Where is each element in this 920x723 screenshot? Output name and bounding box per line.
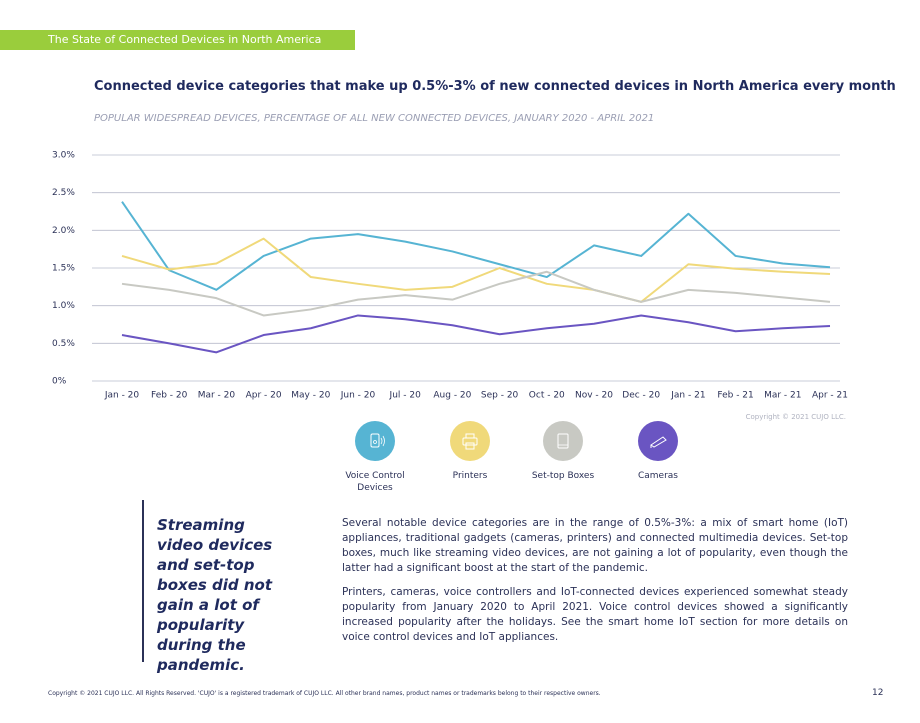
x-tick-label: Jan - 20 <box>104 391 140 401</box>
legend-swatch <box>450 421 490 461</box>
legend-label: Cameras <box>637 471 678 481</box>
footer: Copyright © 2021 CUJO LLC. All Rights Re… <box>48 690 601 697</box>
x-tick-label: Jun - 20 <box>340 391 376 401</box>
legend-icon <box>462 433 478 450</box>
series-line <box>121 314 831 354</box>
page-number: 12 <box>872 688 884 698</box>
legend-icon <box>650 436 667 448</box>
series-line <box>121 237 831 303</box>
x-tick-label: Sep - 20 <box>481 391 519 401</box>
legend-icons <box>355 421 678 461</box>
legend-label: Set-top Boxes <box>531 471 595 481</box>
chart-subtitle: POPULAR WIDESPREAD DEVICES, PERCENTAGE O… <box>94 113 655 124</box>
series-line <box>121 201 831 291</box>
legend-icon <box>370 433 385 448</box>
chart-title: Connected device categories that make up… <box>94 79 896 94</box>
legend-swatch <box>543 421 583 461</box>
x-tick-label: Apr - 21 <box>812 391 848 401</box>
x-tick-label: Mar - 20 <box>198 391 236 401</box>
y-tick-label: 0% <box>52 377 67 387</box>
x-tick-label: Aug - 20 <box>433 391 471 401</box>
y-tick-label: 2.5% <box>52 188 75 198</box>
pull-quote: Streaming video devices and set-top boxe… <box>157 516 273 674</box>
legend-label: Printers <box>452 471 488 481</box>
chart-copyright: Copyright © 2021 CUJO LLC. <box>745 413 846 421</box>
x-tick-label: Feb - 20 <box>151 391 188 401</box>
y-tick-label: 1.5% <box>52 264 75 274</box>
x-tick-label: May - 20 <box>291 391 330 401</box>
series-line <box>121 270 831 317</box>
x-tick-label: Mar - 21 <box>764 391 801 401</box>
y-tick-label: 3.0% <box>52 151 75 161</box>
x-tick-label: Oct - 20 <box>529 391 565 401</box>
x-tick-label: Feb - 21 <box>717 391 753 401</box>
legend-swatch <box>355 421 395 461</box>
x-tick-label: Apr - 20 <box>246 391 282 401</box>
paragraph: Several notable device categories are in… <box>342 517 848 574</box>
y-tick-label: 1.0% <box>52 301 75 311</box>
x-tick-label: Nov - 20 <box>575 391 613 401</box>
header-bar: The State of Connected Devices in North … <box>0 30 355 66</box>
x-tick-label: Jul - 20 <box>389 391 422 401</box>
chart: 0% 0.5% 1.0% 1.5% 2.0% 2.5% 3.0% Jan - 20 Feb - … <box>52 151 848 461</box>
paragraph: Printers, cameras, voice controllers and… <box>342 586 848 643</box>
y-tick-label: 0.5% <box>52 339 75 349</box>
x-tick-label: Jan - 21 <box>670 391 705 401</box>
y-tick-label: 2.0% <box>52 226 75 236</box>
quote-bar <box>142 500 144 662</box>
legend-swatch <box>638 421 678 461</box>
legend-icon <box>557 433 569 449</box>
legend-label: Voice Control Devices <box>345 471 405 493</box>
x-tick-label: Dec - 20 <box>622 391 660 401</box>
